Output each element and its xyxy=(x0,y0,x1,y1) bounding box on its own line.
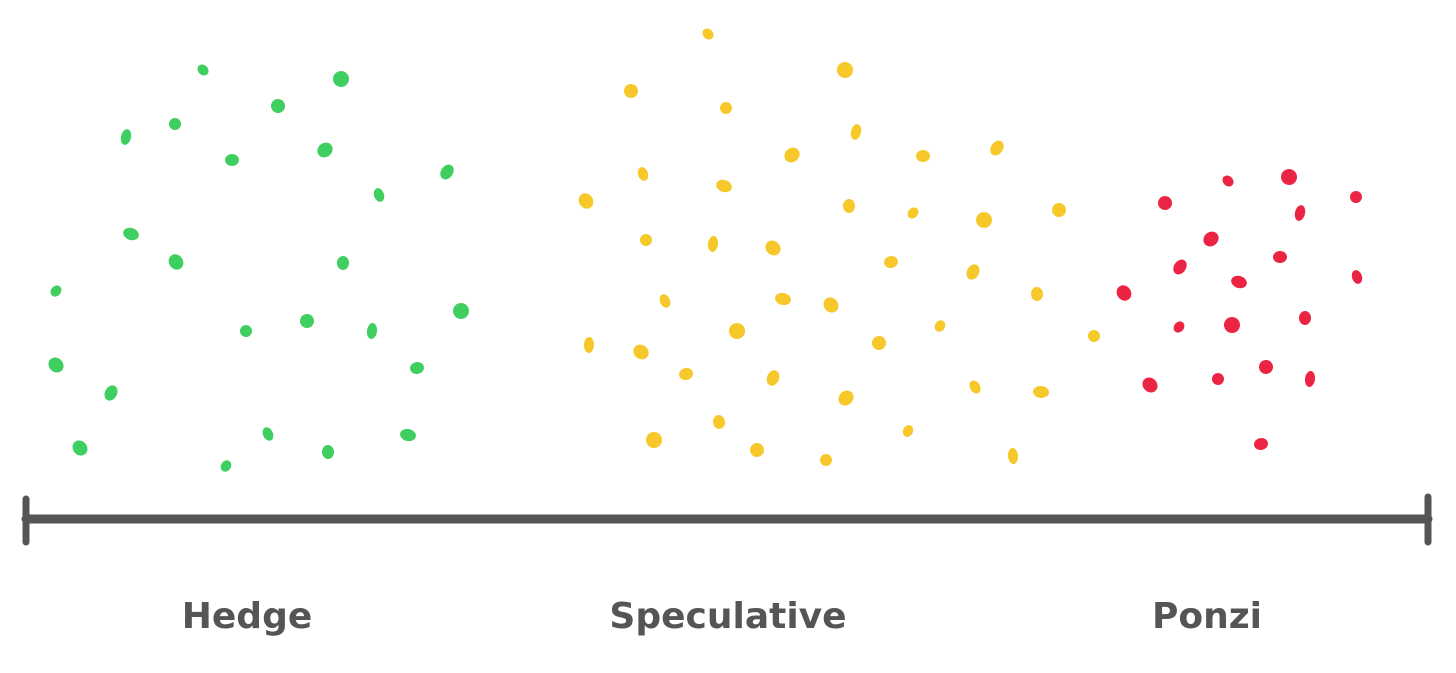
red-dot xyxy=(1231,275,1247,289)
yellow-dot xyxy=(646,432,662,448)
yellow-dot xyxy=(842,199,856,213)
ponzi-label: Ponzi xyxy=(1152,596,1262,637)
yellow-dot xyxy=(729,323,745,339)
red-dot xyxy=(1203,231,1219,247)
red-dot xyxy=(1350,191,1362,204)
green-dot xyxy=(262,427,274,441)
red-dot xyxy=(1158,196,1172,210)
speculative-label: Speculative xyxy=(609,596,846,637)
green-dot xyxy=(220,460,232,472)
green-dot xyxy=(366,323,378,339)
yellow-dot xyxy=(837,62,853,78)
green-dot xyxy=(317,142,333,158)
dot-clusters xyxy=(48,28,1363,472)
yellow-dot xyxy=(850,124,862,140)
yellow-dot xyxy=(624,84,638,98)
red-dot xyxy=(1294,205,1306,221)
axis xyxy=(21,493,1433,546)
green-dot xyxy=(453,303,469,319)
red-dot xyxy=(1173,321,1185,333)
yellow-dot xyxy=(707,236,719,252)
yellow-dot xyxy=(640,234,652,246)
red-dot xyxy=(1224,317,1240,333)
yellow-dot xyxy=(583,337,595,353)
yellow-dot xyxy=(766,370,780,386)
yellow-dot xyxy=(702,28,714,40)
yellow-dot xyxy=(659,294,671,308)
red-dot xyxy=(1212,372,1224,385)
yellow-dot xyxy=(716,179,732,193)
yellow-dot xyxy=(902,425,914,437)
red-dot xyxy=(1259,360,1273,374)
green-dot xyxy=(336,256,350,270)
yellow-dot xyxy=(907,207,919,219)
yellow-dot xyxy=(637,167,649,181)
yellow-dot xyxy=(872,336,886,350)
yellow-dot xyxy=(990,140,1004,156)
yellow-dot xyxy=(838,390,854,406)
red-dot xyxy=(1304,371,1316,387)
yellow-dot xyxy=(966,264,980,280)
green-dot xyxy=(123,227,139,241)
yellow-dot xyxy=(1052,203,1066,217)
yellow-dot xyxy=(916,149,930,163)
red-dot xyxy=(1351,270,1363,284)
green-dot xyxy=(72,440,88,456)
yellow-dot xyxy=(775,292,791,306)
yellow-dot xyxy=(1030,287,1044,301)
yellow-dot xyxy=(1033,385,1049,399)
red-dot xyxy=(1116,285,1132,301)
red-dot xyxy=(1222,175,1234,187)
green-dot xyxy=(400,428,416,442)
green-dot xyxy=(333,71,349,87)
yellow-dot xyxy=(784,147,800,163)
green-dot xyxy=(168,254,184,270)
green-dot xyxy=(300,314,314,328)
green-dot xyxy=(321,445,335,459)
yellow-dot xyxy=(934,320,946,332)
hedge-label: Hedge xyxy=(182,596,313,637)
green-dot xyxy=(240,325,252,337)
green-dot xyxy=(225,153,239,167)
green-dot xyxy=(197,64,209,76)
yellow-dot xyxy=(1088,330,1100,342)
yellow-dot xyxy=(633,344,649,360)
green-dot xyxy=(48,357,64,373)
yellow-dot xyxy=(578,193,594,209)
yellow-dot xyxy=(765,240,781,256)
green-dot xyxy=(50,285,62,297)
yellow-dot xyxy=(712,415,726,429)
yellow-dot xyxy=(976,212,992,228)
yellow-dot xyxy=(820,454,832,466)
yellow-dot xyxy=(823,297,839,313)
green-dot xyxy=(373,188,385,202)
yellow-dot xyxy=(1007,448,1019,464)
green-dot xyxy=(440,164,454,180)
yellow-dot xyxy=(720,101,732,114)
green-dot xyxy=(120,129,132,145)
green-dot xyxy=(104,385,118,401)
red-dot xyxy=(1281,169,1297,185)
green-dot xyxy=(271,99,285,113)
green-dot xyxy=(169,118,181,130)
red-dot xyxy=(1173,259,1187,275)
red-dot xyxy=(1142,377,1158,393)
red-dot xyxy=(1298,311,1312,325)
green-dot xyxy=(410,361,424,375)
yellow-dot xyxy=(884,255,898,269)
yellow-dot xyxy=(679,367,693,381)
red-dot xyxy=(1254,437,1268,451)
yellow-dot xyxy=(750,443,764,457)
red-dot xyxy=(1273,250,1287,264)
yellow-dot xyxy=(969,380,981,394)
